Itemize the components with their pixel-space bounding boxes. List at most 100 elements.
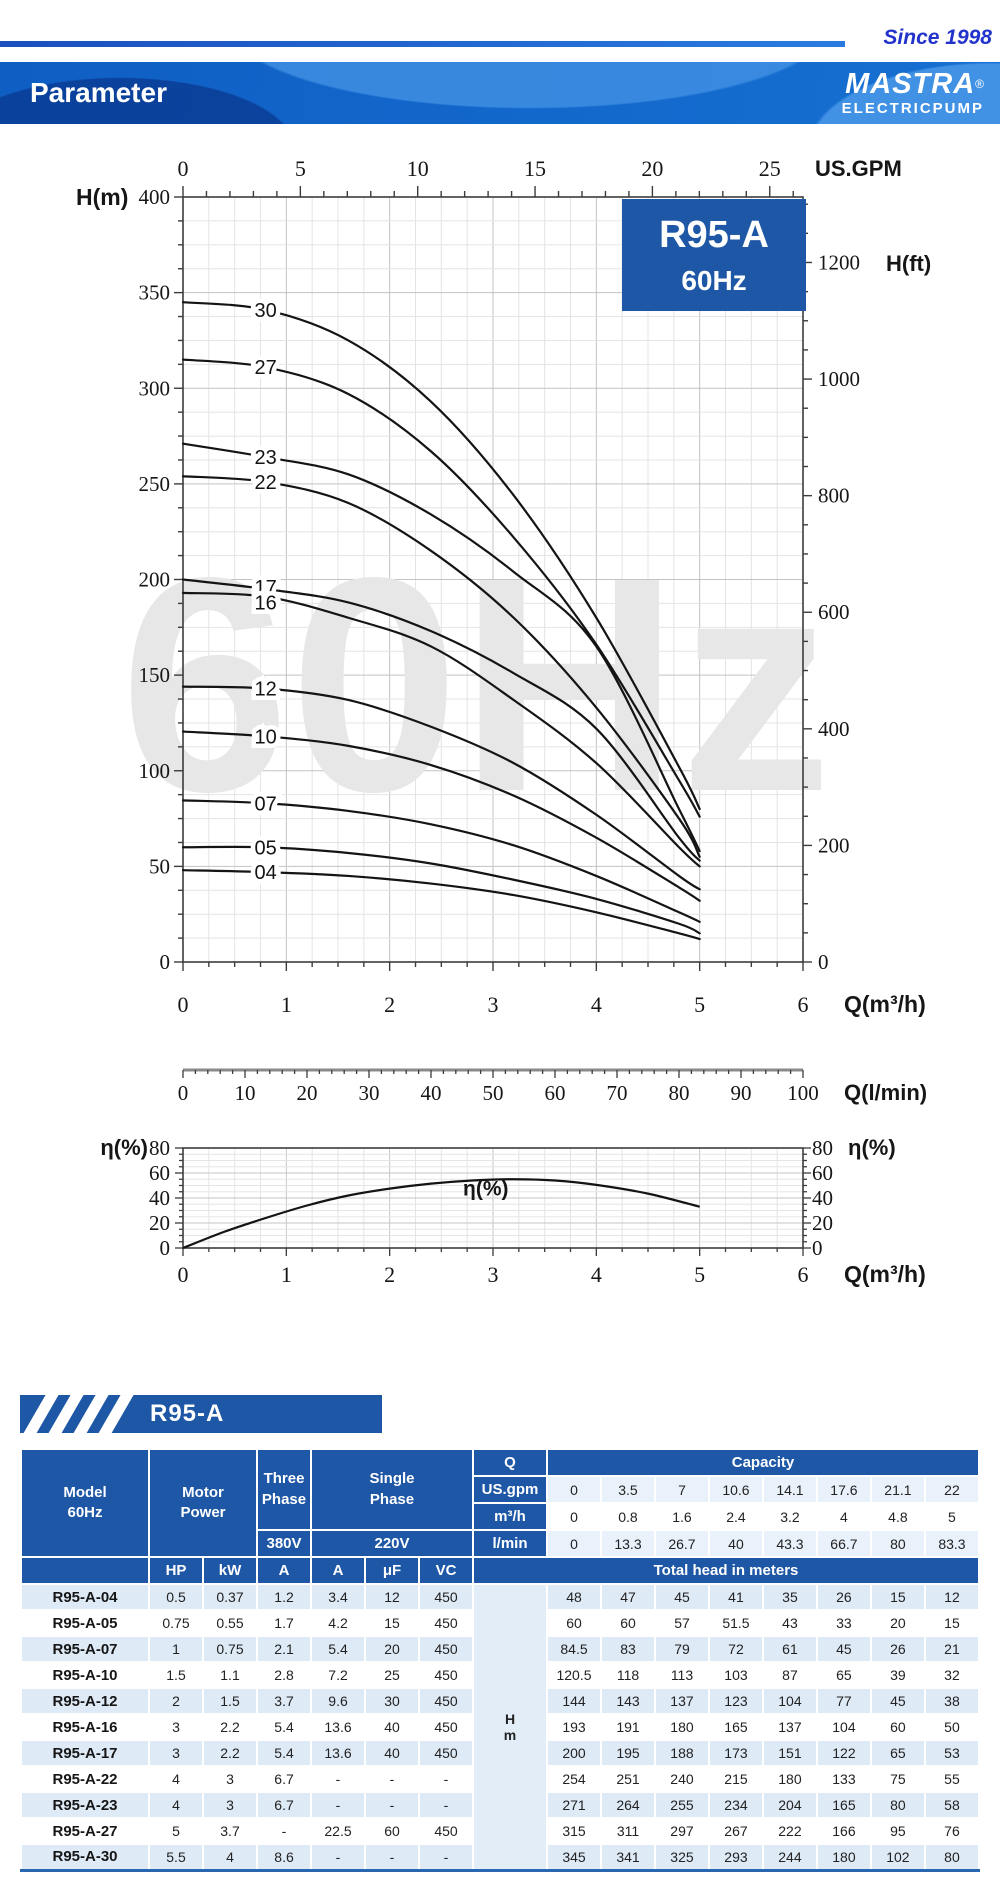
spec-table: Model 60Hz Motor Power Three Phase Single Ph…: [20, 1448, 981, 1872]
head-cell: 102: [869, 1843, 926, 1871]
svg-text:300: 300: [139, 376, 171, 400]
capacity-value: 26.7: [653, 1529, 710, 1558]
table-row: R95-A-07 1 0.75 2.1 5.4 20 450 84.5 83 79 72 61 45 26…: [20, 1635, 981, 1663]
table-row: R95-A-12 2 1.5 3.7 9.6 30 450 144 143 137 123 104 77…: [20, 1687, 981, 1715]
hm-axis-title: H(m): [76, 184, 128, 210]
head-cell: 15: [923, 1609, 981, 1637]
svg-text:100: 100: [139, 759, 171, 783]
header-uf: μF: [364, 1556, 421, 1585]
capacity-value: 22: [923, 1475, 981, 1504]
head-cell: 244: [761, 1843, 818, 1871]
kw-cell: 0.37: [201, 1583, 259, 1611]
head-cell: 79: [653, 1635, 710, 1663]
table-row: R95-A-05 0.75 0.55 1.7 4.2 15 450 60 60 57 51.5 43 3…: [20, 1609, 981, 1637]
vc-cell: 450: [418, 1817, 475, 1845]
head-cell: 200: [546, 1739, 602, 1767]
capacity-value: 10.6: [707, 1475, 764, 1504]
svg-text:2: 2: [384, 1262, 395, 1287]
page-title: Parameter: [30, 77, 167, 108]
header-motor-line1: Motor: [182, 1483, 224, 1501]
gpm-axis-title: US.GPM: [815, 156, 902, 181]
head-cell: 315: [546, 1817, 602, 1845]
header-single-line2: Phase: [369, 1490, 415, 1508]
head-cell: 180: [653, 1713, 710, 1741]
svg-text:25: 25: [759, 156, 781, 181]
svg-text:4: 4: [591, 1262, 602, 1287]
header-capacity: Capacity: [546, 1448, 980, 1477]
hp-cell: 3: [148, 1713, 204, 1741]
svg-text:150: 150: [139, 663, 171, 687]
header-three-phase: Three Phase: [256, 1448, 313, 1531]
kw-cell: 1.1: [201, 1661, 259, 1689]
uf-cell: 12: [364, 1583, 421, 1611]
head-cell: 165: [815, 1791, 872, 1819]
svg-text:3: 3: [488, 992, 499, 1017]
header-vc: VC: [418, 1556, 475, 1585]
curve-label-12: 12: [255, 679, 277, 701]
svg-text:100: 100: [787, 1081, 819, 1105]
head-cell: 104: [761, 1687, 818, 1715]
a220-cell: 13.6: [310, 1739, 367, 1767]
a220-cell: 22.5: [310, 1817, 367, 1845]
header-model-line1: Model: [63, 1483, 107, 1501]
curve-label-04: 04: [255, 862, 277, 884]
header-hp: HP: [148, 1556, 204, 1585]
kw-cell: 3.7: [201, 1817, 259, 1845]
pump-curve-17: [181, 578, 701, 862]
kw-cell: 0.75: [201, 1635, 259, 1663]
model-cell: R95-A-23: [20, 1791, 150, 1819]
kw-cell: 3: [201, 1765, 259, 1793]
head-cell: 80: [923, 1843, 981, 1871]
head-cell: 60: [546, 1609, 602, 1637]
svg-text:0: 0: [178, 1262, 189, 1287]
head-cell: 41: [707, 1583, 764, 1611]
vc-cell: 450: [418, 1713, 475, 1741]
pump-curve-07: [181, 799, 701, 923]
a380-cell: 5.4: [256, 1713, 313, 1741]
a380-cell: 3.7: [256, 1687, 313, 1715]
brand-name-row: MASTRA®: [842, 69, 984, 104]
header-a380: A: [256, 1556, 313, 1585]
svg-text:0: 0: [178, 156, 189, 181]
head-cell: 12: [923, 1583, 981, 1611]
hp-cell: 4: [148, 1765, 204, 1793]
svg-text:60: 60: [545, 1081, 566, 1105]
capacity-value: 2.4: [707, 1502, 764, 1531]
head-cell: 180: [815, 1843, 872, 1871]
svg-text:20: 20: [149, 1211, 170, 1235]
a380-cell: -: [256, 1817, 313, 1845]
hp-cell: 1: [148, 1635, 204, 1663]
capacity-value: 40: [707, 1529, 764, 1558]
head-cell: 43: [761, 1609, 818, 1637]
svg-text:200: 200: [818, 833, 850, 857]
head-cell: 58: [923, 1791, 981, 1819]
svg-text:50: 50: [149, 854, 170, 878]
table-row: R95-A-04 0.5 0.37 1.2 3.4 12 450 H m 48 47 45 41 35 2…: [20, 1583, 981, 1871]
model-badge-subtitle: 60Hz: [681, 265, 746, 296]
model-cell: R95-A-22: [20, 1765, 150, 1793]
head-cell: 65: [869, 1739, 926, 1767]
head-cell: 123: [707, 1687, 764, 1715]
brand-subtitle: ELECTRICPUMP: [841, 100, 984, 117]
hp-cell: 3: [148, 1739, 204, 1767]
head-cell: 26: [815, 1583, 872, 1611]
head-cell: 120.5: [546, 1661, 602, 1689]
pump-curve-04: [181, 869, 701, 941]
hft-axis-title: H(ft): [886, 251, 931, 276]
model-cell: R95-A-07: [20, 1635, 150, 1663]
svg-text:20: 20: [297, 1081, 318, 1105]
head-cell: 95: [869, 1817, 926, 1845]
svg-text:80: 80: [149, 1136, 170, 1160]
svg-text:40: 40: [812, 1186, 833, 1210]
svg-text:5: 5: [295, 156, 306, 181]
svg-text:60: 60: [149, 1161, 170, 1185]
head-cell: 204: [761, 1791, 818, 1819]
vc-cell: 450: [418, 1635, 475, 1663]
table-row: R95-A-30 5.5 4 8.6- - -345 341 325 293 244 180 102 8…: [20, 1843, 981, 1871]
head-cell: 53: [923, 1739, 981, 1767]
watermark-60hz: 60Hz: [120, 514, 832, 855]
capacity-value: 13.3: [600, 1529, 656, 1558]
head-cell: 143: [600, 1687, 656, 1715]
svg-text:50: 50: [483, 1081, 504, 1105]
svg-text:10: 10: [235, 1081, 256, 1105]
